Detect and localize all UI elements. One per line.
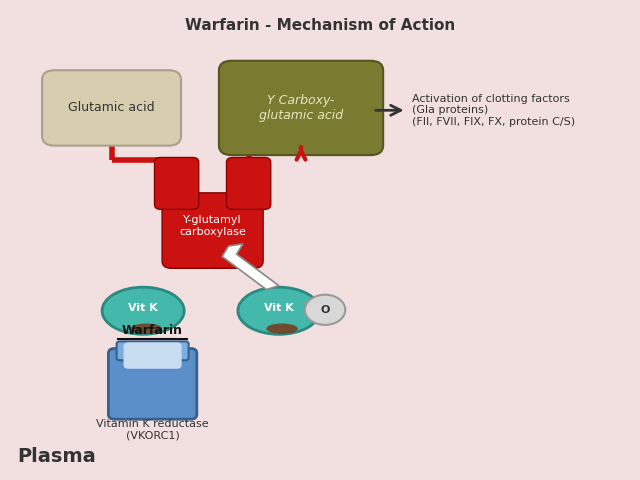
FancyBboxPatch shape <box>108 348 197 419</box>
Text: Activation of clotting factors
(Gla proteins)
(FII, FVII, FIX, FX, protein C/S): Activation of clotting factors (Gla prot… <box>412 94 575 127</box>
Polygon shape <box>222 244 279 289</box>
Text: Glutamic acid: Glutamic acid <box>68 101 155 114</box>
FancyBboxPatch shape <box>227 157 271 209</box>
Text: Plasma: Plasma <box>17 447 95 467</box>
Text: Vitamin K reductase
(VKORC1): Vitamin K reductase (VKORC1) <box>96 419 209 441</box>
Ellipse shape <box>266 324 298 334</box>
FancyBboxPatch shape <box>219 61 383 155</box>
Ellipse shape <box>238 287 320 335</box>
Text: Vit K: Vit K <box>128 303 158 313</box>
Text: Vit K: Vit K <box>264 303 294 313</box>
FancyBboxPatch shape <box>162 193 263 268</box>
Text: O: O <box>321 305 330 315</box>
Circle shape <box>305 295 345 325</box>
FancyBboxPatch shape <box>116 341 189 360</box>
Ellipse shape <box>102 287 184 335</box>
Text: Warfarin - Mechanism of Action: Warfarin - Mechanism of Action <box>185 18 455 33</box>
FancyBboxPatch shape <box>124 342 182 369</box>
Text: Y Carboxy-
glutamic acid: Y Carboxy- glutamic acid <box>259 94 343 122</box>
Ellipse shape <box>131 324 162 334</box>
Text: Y-glutamyl
carboxylase: Y-glutamyl carboxylase <box>179 215 246 237</box>
FancyBboxPatch shape <box>42 70 181 145</box>
Text: Warfarin: Warfarin <box>122 324 183 336</box>
FancyBboxPatch shape <box>154 157 198 209</box>
